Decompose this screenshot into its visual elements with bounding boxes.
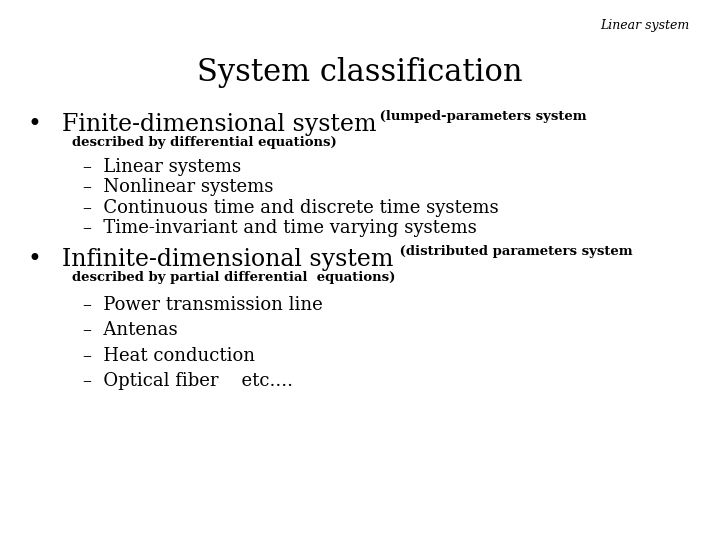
Text: (lumped-parameters system: (lumped-parameters system [375,110,587,123]
Text: (distributed parameters system: (distributed parameters system [395,245,633,258]
Text: described by differential equations): described by differential equations) [72,136,337,149]
Text: –  Linear systems: – Linear systems [83,158,241,176]
Text: Infinite-dimensional system: Infinite-dimensional system [62,248,393,272]
Text: •: • [27,248,41,272]
Text: –  Nonlinear systems: – Nonlinear systems [83,178,273,196]
Text: described by partial differential  equations): described by partial differential equati… [72,271,395,284]
Text: –  Power transmission line: – Power transmission line [83,296,323,314]
Text: –  Time-invariant and time varying systems: – Time-invariant and time varying system… [83,219,477,237]
Text: System classification: System classification [197,57,523,87]
Text: –  Antenas: – Antenas [83,321,177,339]
Text: –  Optical fiber    etc....: – Optical fiber etc.... [83,372,293,390]
Text: Linear system: Linear system [600,19,690,32]
Text: Finite-dimensional system: Finite-dimensional system [62,113,377,137]
Text: –  Heat conduction: – Heat conduction [83,347,255,364]
Text: –  Continuous time and discrete time systems: – Continuous time and discrete time syst… [83,199,498,217]
Text: •: • [27,113,41,137]
